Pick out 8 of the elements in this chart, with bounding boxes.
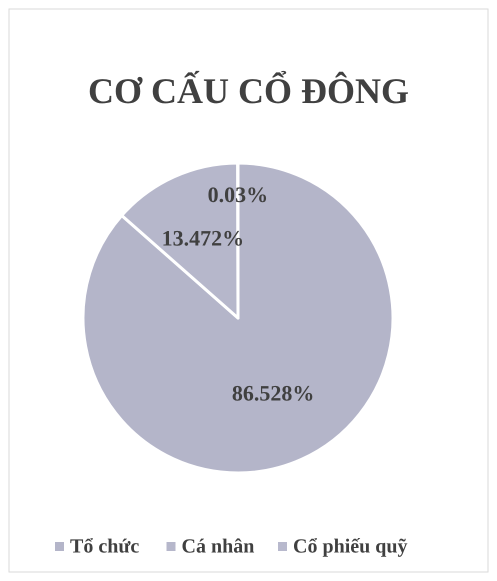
legend-label: Cá nhân [182, 536, 254, 558]
legend-label: Tổ chức [70, 536, 140, 558]
legend-label: Cổ phiếu quỹ [293, 536, 408, 558]
data-label: 86.528% [232, 380, 314, 406]
pie-slice [82, 162, 394, 474]
data-label: 0.03% [208, 182, 268, 208]
data-label: 13.472% [162, 225, 244, 250]
chart-title: CƠ CẤU CỔ ĐÔNG [88, 70, 409, 111]
